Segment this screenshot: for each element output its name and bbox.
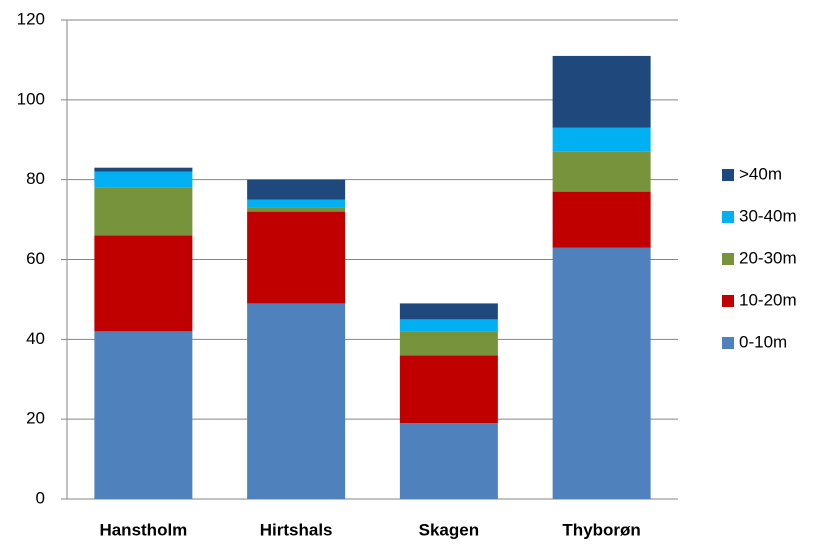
bar-segment <box>552 247 651 499</box>
legend-swatch <box>722 295 734 307</box>
bar-segment <box>94 187 193 236</box>
legend-swatch <box>722 211 734 223</box>
bar-segment <box>552 151 651 192</box>
y-tick-label: 0 <box>36 488 45 507</box>
bar-segment <box>399 303 498 320</box>
legend-swatch <box>722 169 734 181</box>
y-tick-label: 80 <box>26 169 45 188</box>
bar-segment <box>247 303 346 499</box>
y-tick-label: 40 <box>26 329 45 348</box>
bar-segment <box>552 127 651 152</box>
x-tick-label: Skagen <box>419 520 479 539</box>
x-tick-label: Hanstholm <box>99 520 187 539</box>
legend-label: >40m <box>739 164 782 183</box>
legend-swatch <box>722 253 734 265</box>
legend-label: 30-40m <box>739 206 797 225</box>
bar-segment <box>399 355 498 424</box>
bar-segment <box>399 319 498 332</box>
bar-segment <box>247 199 346 208</box>
bar-segment <box>399 423 498 499</box>
bar-segment <box>94 171 193 188</box>
legend-swatch <box>722 337 734 349</box>
bar-segment <box>94 167 193 172</box>
bar-segment <box>94 331 193 499</box>
bar-segment <box>247 179 346 200</box>
y-tick-label: 20 <box>26 409 45 428</box>
x-tick-label: Hirtshals <box>260 520 333 539</box>
bar-segment <box>399 331 498 356</box>
legend-label: 0-10m <box>739 332 787 351</box>
x-tick-label: Thyborøn <box>562 520 640 539</box>
bar-segment <box>247 211 346 304</box>
bar-segment <box>94 235 193 332</box>
bar-segment <box>552 191 651 248</box>
bar-segment <box>247 207 346 212</box>
bar-segment <box>552 55 651 128</box>
y-tick-label: 100 <box>17 89 45 108</box>
y-tick-label: 60 <box>26 249 45 268</box>
legend-label: 10-20m <box>739 290 797 309</box>
y-tick-label: 120 <box>17 9 45 28</box>
legend-label: 20-30m <box>739 248 797 267</box>
